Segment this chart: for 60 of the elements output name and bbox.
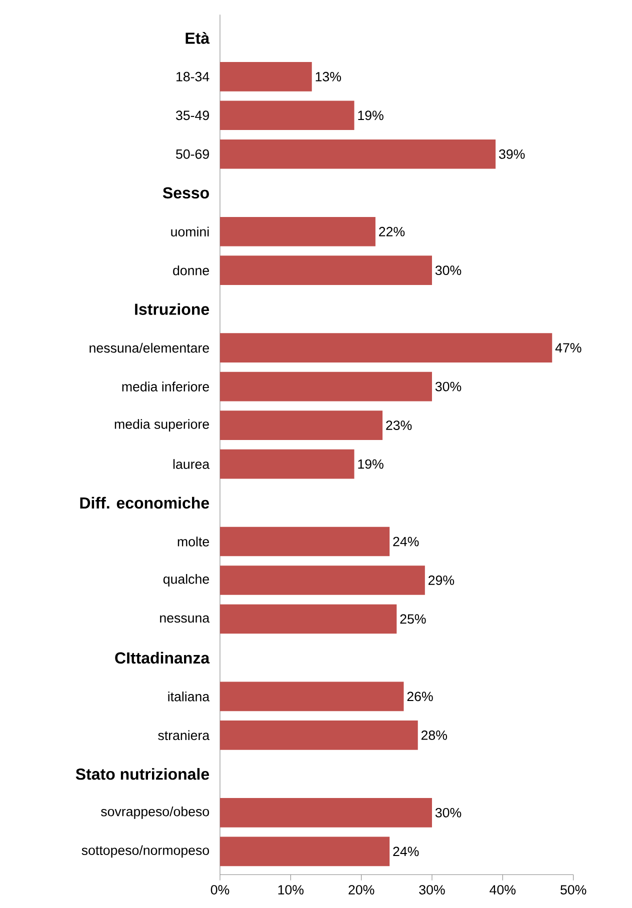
data-label: 24%	[393, 536, 419, 546]
y-tick-label: italiana	[168, 692, 210, 702]
y-tick-label: CIttadinanza	[115, 652, 210, 664]
data-label: 39%	[499, 149, 525, 159]
y-tick-label: laurea	[173, 459, 210, 469]
x-tick-label: 0%	[210, 885, 230, 894]
data-label: 29%	[428, 576, 454, 585]
y-tick-label: donne	[173, 265, 209, 276]
y-tick-label: Sesso	[162, 187, 209, 199]
x-tick-label: 50%	[560, 885, 586, 894]
bar	[220, 333, 552, 362]
bar	[220, 62, 312, 92]
bar	[220, 372, 432, 402]
data-label: 24%	[393, 846, 419, 856]
y-tick-label: qualche	[163, 574, 209, 586]
data-label: 25%	[400, 614, 426, 624]
x-tick-label: 30%	[419, 885, 445, 894]
data-label: 30%	[435, 266, 462, 276]
data-label: 13%	[316, 72, 342, 82]
bar	[220, 449, 354, 479]
y-tick-label: molte	[178, 536, 209, 546]
data-label: 28%	[421, 730, 448, 740]
bar	[220, 100, 354, 130]
y-tick-label: 50-69	[176, 149, 209, 159]
data-label: 30%	[435, 382, 462, 392]
bar	[220, 604, 397, 634]
y-tick-label: media superiore	[114, 419, 209, 432]
bar	[220, 836, 390, 866]
x-tick-label: 20%	[348, 885, 374, 894]
data-label: 26%	[407, 692, 433, 702]
y-tick-label: sottopeso/normopeso	[82, 845, 210, 858]
y-tick-label: media inferiore	[122, 382, 209, 392]
y-tick-label: 35-49	[176, 110, 209, 120]
y-tick-label: Istruzione	[135, 303, 210, 315]
y-tick-label: 18-34	[176, 72, 210, 82]
y-tick-label: nessuna	[160, 615, 210, 623]
data-label: 23%	[386, 420, 412, 430]
bar	[220, 566, 425, 595]
data-label: 47%	[555, 343, 582, 352]
y-tick-label: Stato nutrizionale	[76, 768, 210, 780]
bar	[220, 410, 383, 440]
data-label: 19%	[358, 110, 384, 120]
x-tick-label: 40%	[490, 885, 516, 894]
bar	[220, 256, 432, 286]
data-label: 30%	[435, 808, 462, 818]
bar	[220, 139, 496, 169]
y-tick-label: sovrappeso/obeso	[101, 806, 210, 819]
y-tick-label: Età	[186, 32, 210, 44]
bar	[220, 682, 404, 712]
y-tick-label: uomini	[171, 226, 209, 236]
y-tick-label: nessuna/elementare	[90, 342, 209, 353]
bar	[220, 216, 376, 246]
data-label: 19%	[358, 459, 384, 469]
y-tick-label: straniera	[158, 730, 210, 740]
x-tick-label: 10%	[278, 885, 304, 894]
y-tick-label: Diff. economiche	[80, 496, 210, 509]
data-label: 22%	[379, 226, 405, 236]
bar	[220, 526, 390, 556]
bar	[220, 720, 418, 750]
bar	[220, 798, 432, 828]
